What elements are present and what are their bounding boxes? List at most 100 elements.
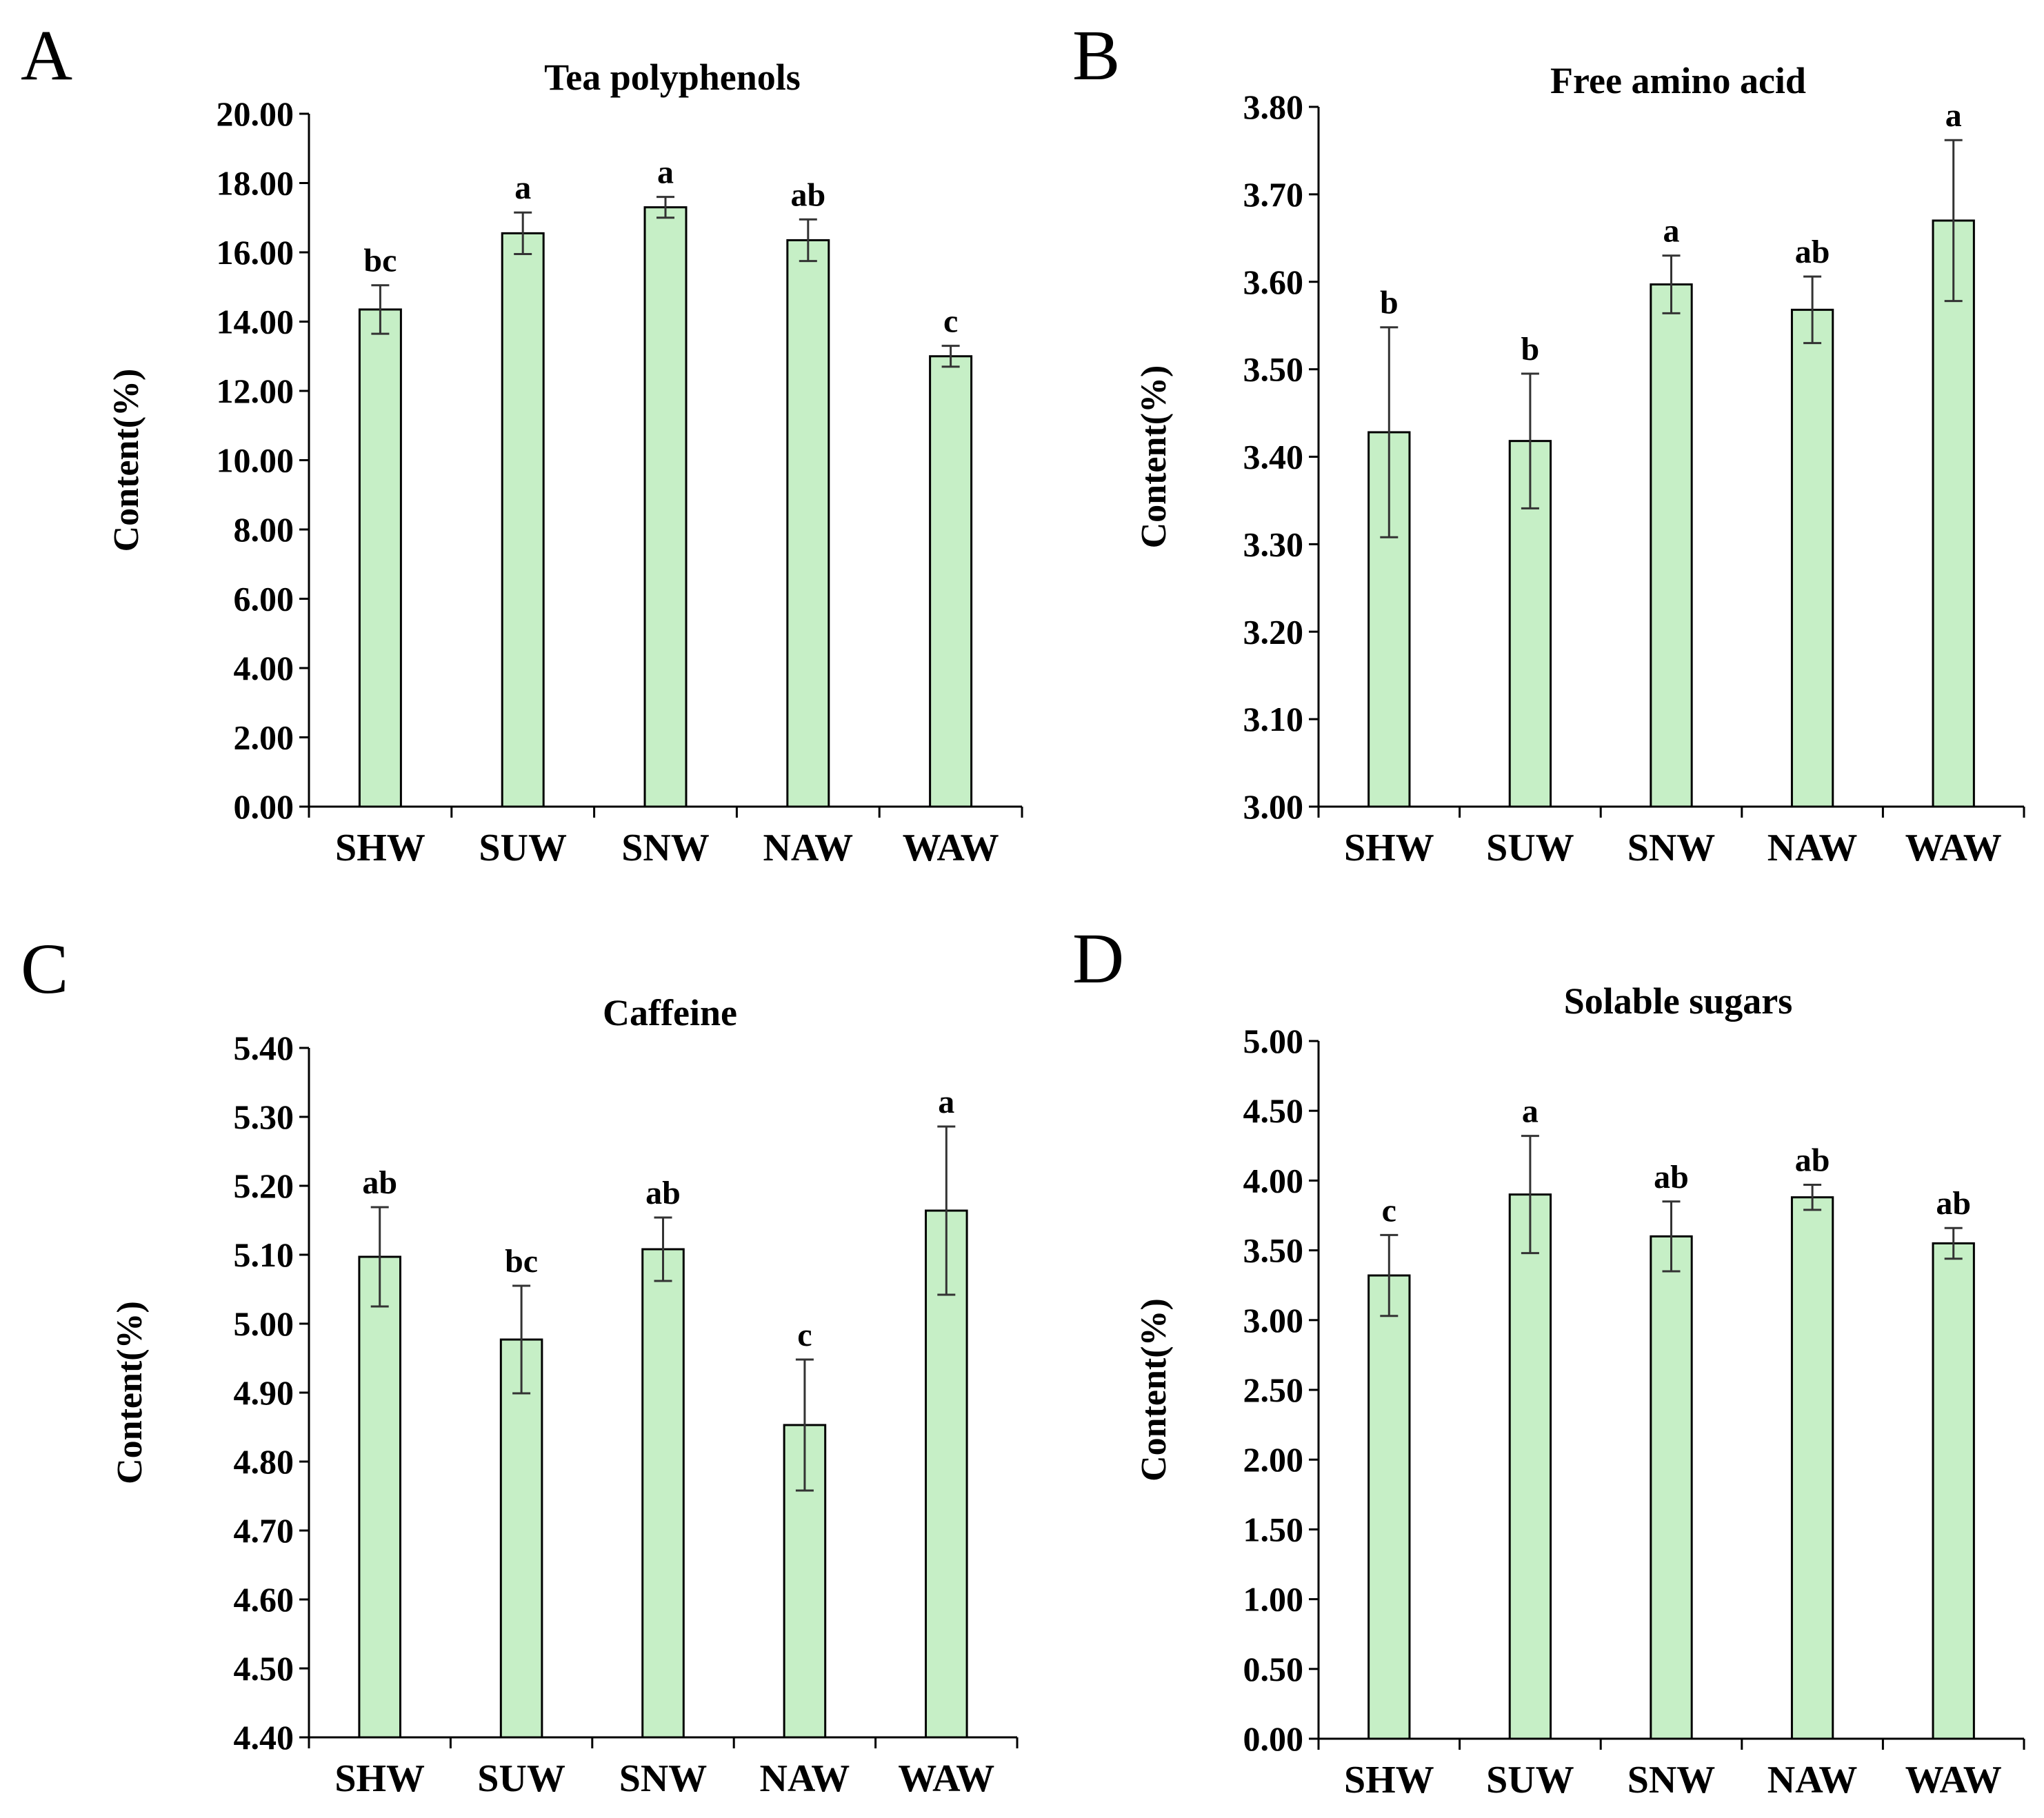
y-tick-label: 3.00 (1243, 1301, 1304, 1340)
bar-waw (1932, 219, 1975, 808)
panel-letter: C (21, 929, 68, 1009)
y-axis-label: Content(%) (107, 369, 146, 552)
y-tick-label: 3.30 (1243, 525, 1304, 563)
panel-letter: A (21, 16, 72, 95)
bar-snw (643, 206, 688, 808)
x-tick-label: WAW (898, 1757, 994, 1800)
significance-label: ab (1936, 1185, 1971, 1222)
bar-shw (1367, 1274, 1411, 1740)
y-tick-label: 2.50 (1243, 1371, 1304, 1409)
y-tick-label: 5.30 (234, 1098, 294, 1136)
y-tick-label: 3.40 (1243, 438, 1304, 476)
y-tick-label: 3.80 (1243, 88, 1304, 126)
significance-label: b (1380, 285, 1399, 321)
significance-label: bc (505, 1243, 538, 1280)
y-tick-label: 18.00 (217, 164, 294, 203)
significance-label: a (938, 1084, 954, 1120)
significance-label: ab (790, 176, 825, 213)
significance-label: ab (645, 1175, 681, 1211)
chart-panel-d: D Solable sugars Content(%) 0.00 0.50 1.00 1.5… (1072, 919, 2025, 1801)
bar-naw (1790, 1196, 1834, 1740)
y-tick-label: 14.00 (217, 303, 294, 341)
bar-waw (929, 355, 973, 808)
x-tick-label: NAW (763, 827, 853, 869)
x-tick-label: SHW (1344, 1759, 1434, 1801)
x-tick-label: SNW (621, 827, 710, 869)
significance-label: a (1945, 97, 1962, 134)
y-tick-label: 6.00 (234, 580, 294, 618)
bar-snw (1650, 1235, 1693, 1740)
significance-label: a (1522, 1093, 1539, 1130)
x-tick-label: SNW (619, 1757, 708, 1800)
x-tick-label: NAW (760, 1757, 850, 1800)
x-tick-label: SHW (334, 1757, 425, 1800)
chart-title: Caffeine (603, 992, 737, 1033)
significance-label: bc (363, 243, 397, 279)
chart-title: Free amino acid (1550, 60, 1806, 101)
y-tick-label: 3.50 (1243, 1231, 1304, 1270)
significance-label: ab (1654, 1159, 1689, 1195)
significance-label: ab (1795, 234, 1830, 270)
panel-letter: B (1072, 16, 1120, 95)
significance-label: a (657, 154, 674, 191)
x-tick-label: NAW (1767, 827, 1858, 869)
y-tick-label: 4.40 (234, 1718, 294, 1757)
x-tick-label: WAW (1905, 827, 2002, 869)
panel-letter: D (1072, 919, 1124, 998)
y-axis-label: Content(%) (110, 1301, 150, 1484)
chart-panel-c: C Caffeine Content(%) 4.40 4.50 4.60 4.70 4.80 4… (21, 929, 1019, 1800)
y-tick-label: 16.00 (217, 233, 294, 272)
x-tick-label: SUW (1486, 827, 1574, 869)
x-tick-label: SUW (1486, 1759, 1574, 1801)
significance-label: ab (1795, 1142, 1830, 1178)
chart-title: Tea polyphenols (544, 57, 801, 98)
x-tick-label: SHW (1344, 827, 1434, 869)
x-tick-label: SNW (1627, 827, 1716, 869)
bar-shw (358, 308, 402, 808)
y-tick-label: 4.70 (234, 1511, 294, 1550)
y-tick-label: 3.70 (1243, 175, 1304, 214)
chart-title: Solable sugars (1564, 980, 1793, 1022)
bar-waw (1932, 1242, 1975, 1740)
bar-naw (1790, 308, 1834, 808)
x-tick-label: WAW (903, 827, 999, 869)
significance-label: c (797, 1317, 812, 1353)
y-tick-label: 3.50 (1243, 350, 1304, 389)
x-tick-label: NAW (1767, 1759, 1858, 1801)
significance-label: a (514, 170, 531, 206)
bar-snw (1650, 283, 1693, 808)
y-tick-label: 5.10 (234, 1235, 294, 1274)
x-tick-label: SHW (335, 827, 425, 869)
x-tick-label: SUW (479, 827, 567, 869)
bar-suw (501, 232, 545, 808)
y-tick-label: 0.00 (1243, 1719, 1304, 1758)
significance-label: c (1382, 1192, 1396, 1229)
y-tick-label: 3.20 (1243, 612, 1304, 651)
significance-label: ab (362, 1164, 397, 1201)
y-tick-label: 3.10 (1243, 700, 1304, 738)
significance-label: a (1663, 213, 1680, 250)
y-axis-label: Content(%) (1134, 365, 1174, 549)
y-tick-label: 4.80 (234, 1442, 294, 1481)
chart-panel-b: B Free amino acid Content(%) 3.00 3.10 3.20 3.… (1072, 16, 2025, 869)
y-tick-label: 12.00 (217, 372, 294, 410)
y-tick-label: 0.00 (234, 787, 294, 826)
significance-label: c (943, 303, 958, 340)
bar-waw (925, 1209, 968, 1739)
x-tick-label: WAW (1905, 1759, 2002, 1801)
y-tick-label: 5.40 (234, 1029, 294, 1067)
x-tick-label: SNW (1627, 1759, 1716, 1801)
bar-naw (786, 239, 830, 808)
bar-suw (1508, 1193, 1552, 1740)
y-tick-label: 5.00 (234, 1304, 294, 1343)
bar-snw (641, 1248, 685, 1739)
y-tick-label: 4.60 (234, 1580, 294, 1619)
significance-label: b (1521, 331, 1540, 367)
y-tick-label: 5.20 (234, 1166, 294, 1205)
x-tick-label: SUW (477, 1757, 565, 1800)
bar-suw (499, 1338, 543, 1739)
y-tick-label: 4.50 (1243, 1091, 1304, 1130)
y-tick-label: 4.00 (234, 649, 294, 687)
y-tick-label: 10.00 (217, 441, 294, 480)
